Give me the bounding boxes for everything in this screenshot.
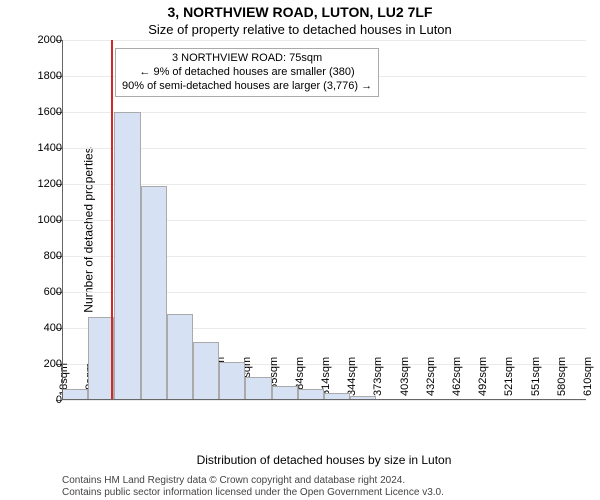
y-tick-label: 2000 (38, 34, 62, 46)
histogram-chart: 3, NORTHVIEW ROAD, LUTON, LU2 7LF Size o… (0, 0, 600, 500)
chart-title-sub: Size of property relative to detached ho… (0, 22, 600, 37)
y-tick-label: 800 (44, 250, 62, 262)
y-tick-label: 1200 (38, 178, 62, 190)
chart-title-main: 3, NORTHVIEW ROAD, LUTON, LU2 7LF (0, 4, 600, 20)
y-tick-label: 1000 (38, 214, 62, 226)
grid-line (62, 400, 586, 401)
footer-line-1: Contains HM Land Registry data © Crown c… (62, 475, 405, 486)
y-tick-label: 1600 (38, 106, 62, 118)
y-tick-label: 1400 (38, 142, 62, 154)
y-tick-label: 600 (44, 286, 62, 298)
footer-line-2: Contains public sector information licen… (62, 487, 444, 498)
y-tick-label: 400 (44, 322, 62, 334)
plot-area (62, 40, 586, 400)
y-tick-label: 1800 (38, 70, 62, 82)
x-axis-label: Distribution of detached houses by size … (62, 453, 586, 467)
